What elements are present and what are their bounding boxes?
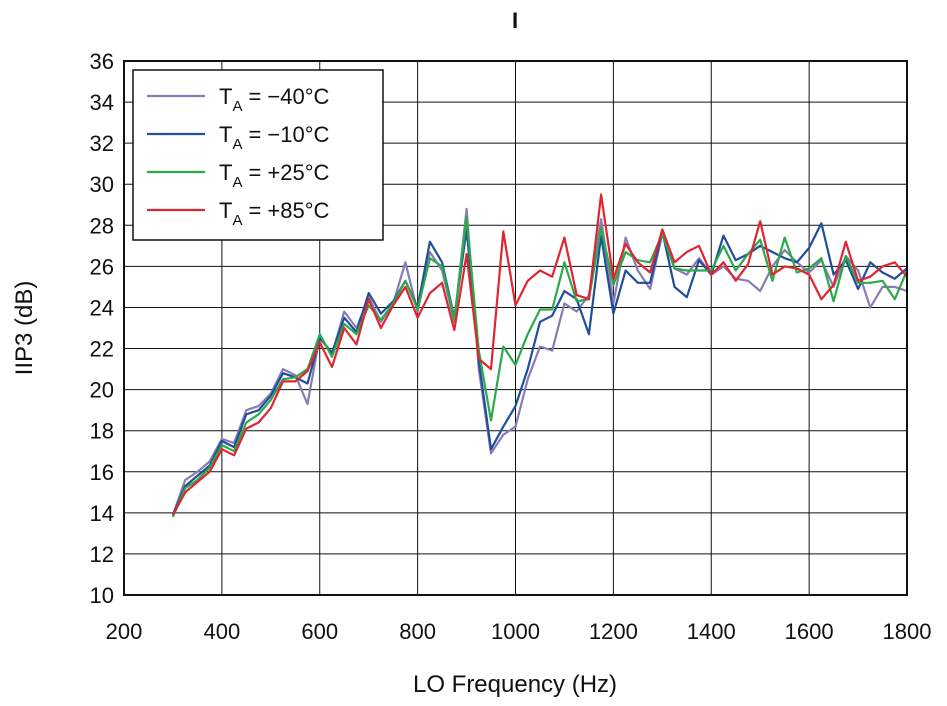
legend: TA = −40°CTA = −10°CTA = +25°CTA = +85°C	[132, 69, 384, 241]
legend-var: T	[219, 198, 232, 223]
y-tick-labels: 10 12 14 16 18 20 22 24 26 28 30 32 34 36	[90, 49, 114, 608]
series-line-0	[171, 207, 908, 516]
legend-subscript: A	[232, 98, 242, 115]
y-tick-label: 28	[90, 213, 114, 238]
plot-frame	[123, 60, 908, 596]
y-tick-label: 36	[90, 49, 114, 74]
y-tick-label: 32	[90, 131, 114, 156]
series-line-2	[171, 216, 909, 518]
y-tick-label: 12	[90, 542, 114, 567]
y-tick-label: 24	[90, 295, 114, 320]
legend-entry: TA = +25°C	[219, 160, 330, 191]
x-tick-label: 600	[301, 619, 338, 644]
chart-title: I	[512, 8, 518, 33]
y-tick-label: 16	[90, 460, 114, 485]
legend-label: = +25°C	[248, 160, 329, 185]
y-tick-label: 20	[90, 378, 114, 403]
legend-label: = +85°C	[248, 198, 329, 223]
x-tick-labels: 200 400 600 800 1000 1200 1400 1600 1800	[106, 619, 932, 644]
y-tick-label: 26	[90, 254, 114, 279]
legend-entry: TA = −10°C	[219, 122, 330, 153]
x-tick-label: 1400	[687, 619, 736, 644]
legend-entry: TA = +85°C	[219, 198, 330, 229]
y-axis-label: IIP3 (dB)	[11, 281, 38, 376]
x-tick-label: 1800	[883, 619, 932, 644]
x-tick-label: 200	[106, 619, 143, 644]
y-tick-label: 10	[90, 583, 114, 608]
x-tick-label: 1200	[589, 619, 638, 644]
y-tick-label: 14	[90, 501, 114, 526]
legend-var: T	[219, 122, 232, 147]
legend-box	[132, 69, 384, 241]
x-axis-label: LO Frequency (Hz)	[413, 671, 617, 698]
series-line-3	[171, 193, 908, 516]
legend-label: = −10°C	[248, 122, 329, 147]
y-tick-label: 18	[90, 419, 114, 444]
series-layer	[171, 193, 909, 518]
legend-label: = −40°C	[248, 84, 329, 109]
legend-subscript: A	[232, 174, 242, 191]
y-tick-label: 30	[90, 172, 114, 197]
x-tick-label: 1000	[491, 619, 540, 644]
y-tick-label: 22	[90, 337, 114, 362]
y-tick-label: 34	[90, 90, 114, 115]
legend-subscript: A	[232, 136, 242, 153]
x-tick-label: 1600	[785, 619, 834, 644]
x-tick-label: 800	[399, 619, 436, 644]
legend-entry: TA = −40°C	[219, 84, 330, 115]
legend-var: T	[219, 84, 232, 109]
legend-var: T	[219, 160, 232, 185]
x-tick-label: 400	[204, 619, 241, 644]
legend-subscript: A	[232, 212, 242, 229]
